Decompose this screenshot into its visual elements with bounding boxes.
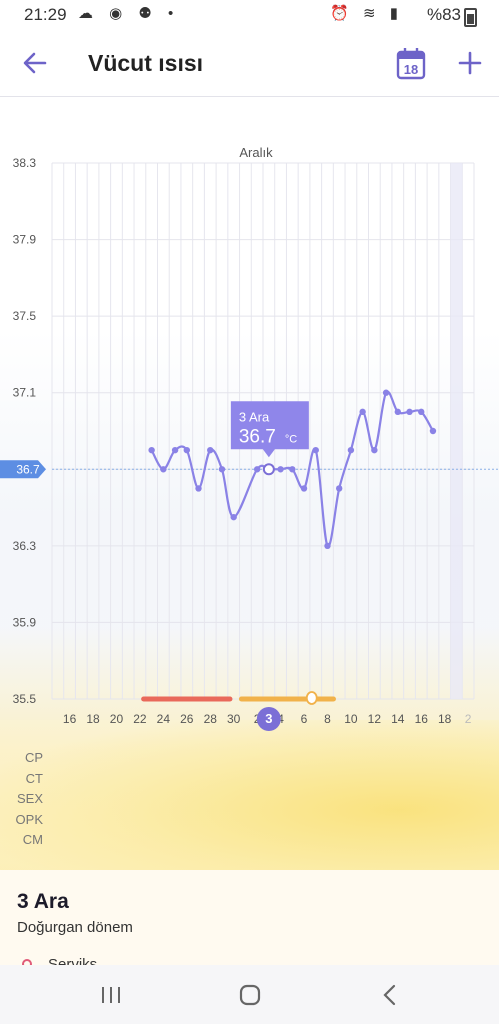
data-point <box>253 466 261 473</box>
chart-overlay: 3 Ara 36.7 °C <box>230 401 309 458</box>
battery-icon <box>464 8 477 27</box>
data-point <box>406 408 413 416</box>
cervix-label: Serviks <box>48 956 98 966</box>
recent-apps-icon[interactable] <box>100 985 122 1005</box>
temperature-chart[interactable]: Aralık 38.337.937.537.136.736.335.935.53… <box>0 140 499 740</box>
today-column <box>450 163 463 699</box>
background-sand <box>0 720 499 870</box>
system-icons: ⏰ ≋ ▮ <box>330 5 403 22</box>
x-tick-label: 8 <box>324 712 331 726</box>
cervix-row[interactable]: Serviks <box>22 956 97 966</box>
current-value-label: 36.7 <box>16 462 40 476</box>
data-point <box>148 446 155 454</box>
selected-day-marker <box>256 707 281 731</box>
day-detail-panel: 3 Ara Doğurgan dönem Serviks <box>0 870 499 966</box>
data-point <box>195 485 202 492</box>
tracker-row-label: CM <box>22 832 43 847</box>
cycle-phase: Doğurgan dönem <box>17 919 133 936</box>
data-point <box>160 466 167 473</box>
tracker-labels: CP CT SEX OPK CM <box>0 750 60 853</box>
data-point <box>382 389 390 396</box>
nav-back-icon[interactable] <box>380 983 400 1007</box>
data-point <box>429 427 437 435</box>
y-tick-label: 36.3 <box>13 539 37 553</box>
battery-level: %83 <box>426 5 461 24</box>
data-point <box>359 408 366 416</box>
back-arrow-icon[interactable] <box>20 48 50 78</box>
data-point <box>312 446 319 454</box>
x-axis-ticks: 16182022242628302468101214161823 <box>63 707 472 731</box>
selected-tooltip <box>230 401 309 458</box>
ovulation-marker <box>305 691 318 705</box>
data-point <box>324 542 331 550</box>
app-header: Vücut ısısı 18 <box>0 30 499 97</box>
home-icon[interactable] <box>238 983 262 1007</box>
x-tick-label: 28 <box>204 712 218 726</box>
x-tick-label: 22 <box>133 712 147 726</box>
x-tick-label: 12 <box>368 712 382 726</box>
system-nav-bar <box>0 965 499 1024</box>
y-tick-label: 38.3 <box>13 156 37 170</box>
y-axis-ticks: 38.3 37.9 37.5 37.1 36.7 36.3 35.9 35.5 36.7 <box>0 156 499 706</box>
tooltip-unit: °C <box>285 433 297 445</box>
data-point <box>371 446 378 454</box>
x-tick-label: 16 <box>415 712 429 726</box>
tracker-row-label: CP <box>24 750 43 765</box>
data-point <box>207 446 214 454</box>
data-point <box>262 463 275 476</box>
data-point <box>277 466 284 473</box>
data-point <box>183 446 191 454</box>
temperature-points <box>148 389 437 550</box>
data-point <box>218 466 226 473</box>
chart-title: Aralık <box>239 145 273 160</box>
data-point <box>347 446 355 454</box>
y-tick-label: 35.5 <box>13 692 37 706</box>
x-tick-label: 10 <box>344 712 358 726</box>
tooltip-value: 36.7 <box>239 426 276 447</box>
x-tick-label: 16 <box>63 712 77 726</box>
cycle-bands <box>141 691 336 705</box>
calendar-icon[interactable]: 18 <box>395 46 427 80</box>
tooltip-date: 3 Ara <box>239 409 270 424</box>
data-point <box>300 485 308 492</box>
y-tick-label: 35.9 <box>13 615 37 629</box>
notification-icons: ☁ ◉ ⚉ • <box>78 5 180 22</box>
day-title: 3 Ara <box>17 890 69 913</box>
tracker-row-label: SEX <box>16 791 43 806</box>
x-tick-label: 2 <box>465 712 472 726</box>
cervix-icon <box>22 959 32 966</box>
data-point <box>335 485 343 492</box>
x-tick-label: 30 <box>227 712 241 726</box>
x-tick-label: 26 <box>180 712 194 726</box>
status-time: 21:29 <box>24 5 67 24</box>
current-value-flag <box>0 460 46 479</box>
status-bar: 21:29 ☁ ◉ ⚉ • ⏰ ≋ ▮ %83 <box>0 0 499 30</box>
data-point <box>394 408 402 416</box>
y-tick-label: 37.9 <box>13 233 37 247</box>
x-tick-label: 20 <box>110 712 124 726</box>
selected-day-label: 3 <box>265 711 272 726</box>
add-icon[interactable] <box>455 48 485 78</box>
x-tick-label: 18 <box>86 712 100 726</box>
data-point <box>418 408 425 416</box>
data-point <box>171 446 179 454</box>
x-tick-label: 24 <box>157 712 171 726</box>
page-title: Vücut ısısı <box>88 50 204 76</box>
x-tick-label: 18 <box>438 712 452 726</box>
x-tick-label: 6 <box>301 712 308 726</box>
data-point <box>289 466 296 473</box>
y-tick-label: 37.5 <box>13 309 37 323</box>
data-point <box>230 513 237 521</box>
tracker-row-label: CT <box>25 770 43 786</box>
calendar-day: 18 <box>404 62 418 77</box>
x-tick-label: 14 <box>391 712 405 726</box>
y-tick-label: 37.1 <box>13 386 37 400</box>
tracker-row-label: OPK <box>15 811 43 827</box>
